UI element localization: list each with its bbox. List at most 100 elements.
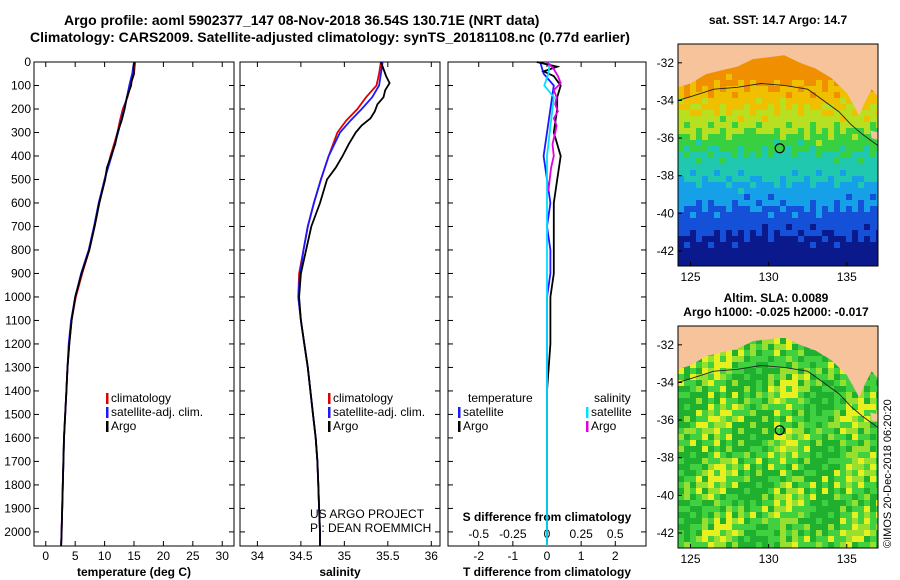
diff-legend-t-swatch [458, 421, 461, 432]
map-cell [702, 200, 708, 206]
map-cell [714, 434, 720, 440]
map-cell [822, 182, 828, 188]
map-cell [822, 260, 828, 266]
land-australia [678, 44, 878, 116]
map-cell [876, 530, 878, 536]
map-cell [726, 152, 732, 158]
map-cell [708, 458, 714, 464]
map-cell [780, 350, 786, 356]
map-cell [816, 404, 822, 410]
map-cell [720, 206, 726, 212]
map-cell [798, 398, 804, 404]
map-cell [750, 110, 756, 116]
map-cell [750, 164, 756, 170]
map-cell [768, 446, 774, 452]
map-cell [852, 242, 858, 248]
map-cell [858, 224, 864, 230]
map-cell [876, 194, 878, 200]
map-cell [702, 416, 708, 422]
map-cell [696, 80, 702, 86]
map-cell [774, 164, 780, 170]
map-cell [828, 230, 834, 236]
map-cell [828, 398, 834, 404]
map-cell [834, 470, 840, 476]
map-cell [708, 194, 714, 200]
map-cell [780, 176, 786, 182]
map-cell [816, 482, 822, 488]
map-cell [876, 398, 878, 404]
map-cell [714, 362, 720, 368]
map-cell [690, 380, 696, 386]
map-cell [828, 218, 834, 224]
map-cell [756, 524, 762, 530]
map-cell [780, 260, 786, 266]
map-cell [720, 482, 726, 488]
map-cell [804, 356, 810, 362]
map-cell [690, 236, 696, 242]
map-cell [726, 476, 732, 482]
map-cell [870, 122, 876, 128]
map-cell [864, 176, 870, 182]
map-cell [852, 410, 858, 416]
map-cell [726, 506, 732, 512]
map-cell [750, 530, 756, 536]
map-cell [780, 374, 786, 380]
map-cell [828, 476, 834, 482]
map-cell [846, 170, 852, 176]
map-cell [744, 176, 750, 182]
map-cell [846, 206, 852, 212]
map-cell [870, 392, 876, 398]
map-cell [774, 56, 780, 62]
map-cell [678, 254, 684, 260]
map-cell [702, 134, 708, 140]
map-cell [816, 128, 822, 134]
map-cell [732, 476, 738, 482]
map-cell [780, 104, 786, 110]
map-cell [714, 170, 720, 176]
map-cell [810, 68, 816, 74]
map-cell [702, 482, 708, 488]
map-cell [684, 398, 690, 404]
map-cell [738, 410, 744, 416]
map-cell [828, 236, 834, 242]
map-cell [702, 260, 708, 266]
map-cell [690, 182, 696, 188]
map-cell [720, 542, 726, 548]
map-cell [876, 482, 878, 488]
map-cell [744, 386, 750, 392]
map-cell [816, 140, 822, 146]
map-cell [870, 152, 876, 158]
map-cell [834, 128, 840, 134]
map-cell [846, 398, 852, 404]
map-cell [792, 152, 798, 158]
map-cell [744, 116, 750, 122]
map-cell [780, 140, 786, 146]
map-cell [834, 452, 840, 458]
map-cell [732, 530, 738, 536]
map-cell [804, 110, 810, 116]
map-cell [858, 452, 864, 458]
map-cell [876, 218, 878, 224]
map-cell [744, 170, 750, 176]
map-cell [678, 224, 684, 230]
map-cell [858, 410, 864, 416]
map-cell [828, 482, 834, 488]
map-cell [720, 260, 726, 266]
map-cell [858, 164, 864, 170]
map-cell [792, 128, 798, 134]
map-cell [744, 494, 750, 500]
map-cell [840, 188, 846, 194]
map-cell [714, 524, 720, 530]
map-cell [684, 500, 690, 506]
map-cell [720, 98, 726, 104]
map-cell [702, 74, 708, 80]
map-cell [852, 164, 858, 170]
map-cell [870, 506, 876, 512]
map-cell [768, 254, 774, 260]
map-cell [864, 152, 870, 158]
diff-legend-t-label: Argo [463, 419, 489, 433]
map-cell [804, 188, 810, 194]
map-cell [846, 524, 852, 530]
map-cell [726, 188, 732, 194]
map-cell [840, 386, 846, 392]
